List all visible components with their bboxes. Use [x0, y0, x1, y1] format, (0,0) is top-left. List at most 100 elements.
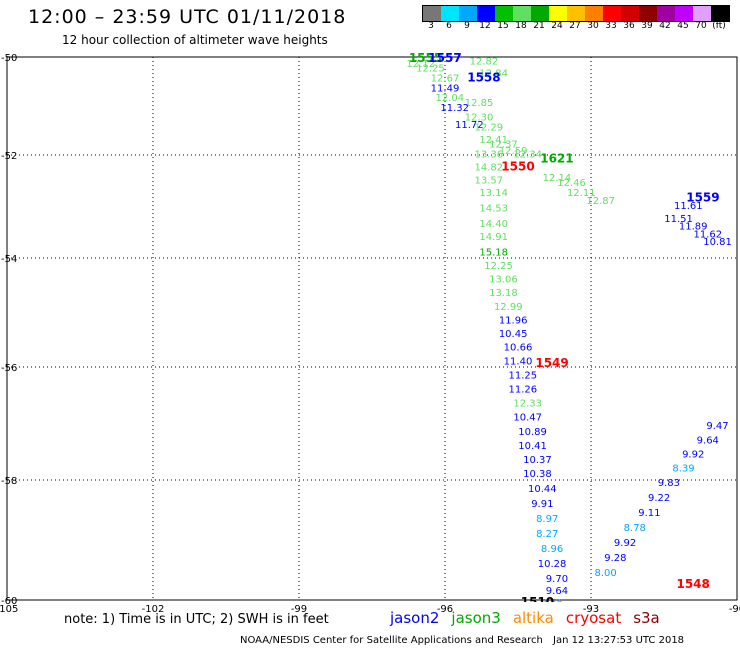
color-scale-label: 18 [515, 21, 527, 31]
satellite-legend-jason3: jason3 [451, 609, 501, 627]
color-scale-label: 9 [464, 21, 470, 31]
footer-note: note: 1) Time is in UTC; 2) SWH is in fe… [64, 612, 329, 627]
page-title: 12:00 – 23:59 UTC 01/11/2018 [28, 6, 347, 28]
color-scale-label: 33 [605, 21, 617, 31]
color-scale-label: 3 [428, 21, 434, 31]
wave-height-label: 14.91 [479, 232, 508, 243]
wave-height-label: 12.25 [416, 64, 445, 75]
color-swatch [441, 6, 459, 21]
longitude-tick-label: -90 [729, 604, 740, 615]
color-scale-label: 39 [641, 21, 653, 31]
wave-height-label: 11.72 [455, 120, 484, 131]
wave-height-label: 11.40 [504, 356, 533, 367]
page-subtitle: 12 hour collection of altimeter wave hei… [62, 33, 328, 47]
map-frame [6, 56, 738, 601]
wave-height-label: 13.36 [474, 150, 503, 161]
wave-height-label: 10.66 [504, 343, 533, 354]
color-swatch [495, 6, 513, 21]
wave-height-label: 14.82 [474, 162, 503, 173]
wave-height-label: 13.06 [489, 275, 518, 286]
wave-height-label: 14.53 [479, 204, 508, 215]
wave-height-label: 11.61 [674, 201, 703, 212]
wave-height-label: 12.33 [513, 399, 542, 410]
color-scale-label: 21 [533, 21, 545, 31]
wave-height-label: 10.89 [518, 427, 547, 438]
latitude-tick-label: -52 [1, 151, 17, 162]
wave-height-label: 12.41 [479, 135, 508, 146]
wave-height-label: 9.22 [648, 493, 670, 504]
generated-timestamp: Jan 12 13:27:53 UTC 2018 [553, 635, 685, 646]
wave-height-label: 10.37 [523, 455, 552, 466]
wave-height-label: 9.47 [706, 421, 728, 432]
wave-height-label: 9.70 [546, 574, 568, 585]
wave-height-label: 10.81 [703, 237, 732, 248]
color-scale-label: 36 [623, 21, 635, 31]
longitude-tick-label: -102 [142, 604, 165, 615]
observation-layer: 12.1212.2512.8212.8412.6711.4912.8512.04… [406, 51, 732, 624]
satellite-legend-jason2: jason2 [390, 609, 440, 627]
wave-height-label: 9.92 [614, 538, 636, 549]
color-swatch [567, 6, 585, 21]
wave-height-label: 12.84 [479, 69, 508, 80]
wave-height-label: 8.39 [672, 464, 694, 475]
wave-height-label: 12.29 [474, 123, 503, 134]
wave-height-label: 15.18 [479, 247, 508, 258]
wave-height-label: 13.18 [489, 288, 518, 299]
wave-height-label: 12.87 [586, 196, 615, 207]
color-swatch [711, 6, 729, 21]
wave-height-label: 9.91 [531, 499, 553, 510]
wave-height-label: 13.57 [474, 175, 503, 186]
wave-height-label: 8.00 [594, 568, 616, 579]
longitude-tick-label: -105 [0, 604, 18, 615]
pass-time-label: 1621 [540, 152, 573, 166]
wave-height-label: 10.41 [518, 441, 547, 452]
color-swatch [531, 6, 549, 21]
longitude-tick-label: -93 [583, 604, 599, 615]
latitude-tick-label: -58 [1, 476, 17, 487]
pass-time-label: 1510 [521, 595, 554, 609]
color-swatch [423, 6, 441, 21]
pass-time-label: 1559 [686, 190, 719, 204]
color-scale-legend [422, 5, 730, 22]
wave-height-label: 12.67 [431, 74, 460, 85]
color-scale-label: 70 [695, 21, 707, 31]
color-scale-label: 42 [659, 21, 671, 31]
color-scale-label: 6 [446, 21, 452, 31]
wave-height-label: 8.97 [536, 514, 558, 525]
wave-height-label: 13.14 [479, 188, 508, 199]
wave-height-label: 12.99 [494, 302, 523, 313]
pass-time-label: 1550 [501, 159, 534, 173]
color-swatch [603, 6, 621, 21]
wave-height-label: 12.04 [436, 93, 465, 104]
pass-time-label: 1557 [428, 51, 461, 65]
wave-height-label: 8.27 [536, 529, 558, 540]
wave-height-label: 10.38 [523, 469, 552, 480]
wave-height-label: 8.56 [541, 598, 563, 609]
wave-height-label: 9.83 [658, 478, 680, 489]
wave-height-label: 12.14 [543, 173, 572, 184]
wave-height-label: 11.32 [440, 103, 469, 114]
wave-height-label: 11.25 [509, 370, 538, 381]
color-scale-label: 15 [497, 21, 509, 31]
latitude-tick-label: -60 [1, 596, 17, 607]
wave-height-label: 12.85 [465, 98, 494, 109]
wave-height-label: 12.34 [513, 150, 542, 161]
longitude-tick-label: -96 [437, 604, 453, 615]
color-scale-label: 24 [551, 21, 563, 31]
latitude-tick-label: -50 [1, 53, 17, 64]
latitude-tick-label: -54 [1, 254, 17, 265]
wave-height-label: 8.96 [541, 544, 563, 555]
wave-height-label: 12.46 [557, 178, 586, 189]
color-swatch [675, 6, 693, 21]
satellite-legend-altika: altika [512, 609, 554, 627]
color-scale-labels: 3 6 9 12 15 18 21 24 27 30 33 36 39 42 45 70 (ft) [422, 21, 728, 33]
longitude-tick-label: -99 [291, 604, 307, 615]
satellite-legend-cryosat: cryosat [565, 609, 622, 627]
pass-time-label: 1548 [676, 577, 709, 591]
color-swatch [459, 6, 477, 21]
wave-height-label: 10.44 [528, 484, 557, 495]
pass-time-label: 1547 [676, 610, 709, 624]
color-swatch [657, 6, 675, 21]
wave-height-label: 10.47 [513, 413, 542, 424]
wave-height-label: 11.49 [431, 83, 460, 94]
